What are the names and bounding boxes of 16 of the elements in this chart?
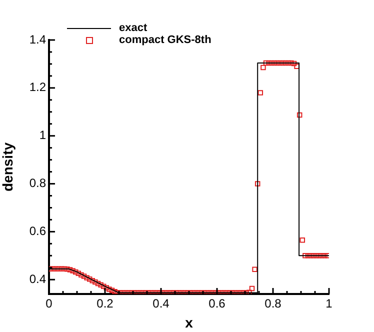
y-axis-title: density [0, 142, 16, 192]
x-tick-label: 0.8 [264, 296, 282, 311]
x-tick-label: 0 [46, 296, 53, 311]
x-tick-label: 0.4 [152, 296, 170, 311]
y-tick-label: 0.4 [29, 272, 46, 286]
x-axis-title: x [185, 314, 194, 330]
legend-label: compact GKS-8th [119, 34, 212, 46]
y-tick-label: 1 [39, 128, 46, 142]
y-tick-label: 1.2 [29, 80, 46, 94]
x-tick-label: 0.2 [96, 296, 114, 311]
y-tick-label: 0.8 [29, 176, 46, 190]
legend-label: exact [119, 22, 148, 34]
x-tick-label: 0.6 [208, 296, 226, 311]
y-tick-label: 1.4 [29, 32, 46, 46]
x-tick-label: 1 [326, 296, 333, 311]
y-tick-label: 0.6 [29, 224, 46, 238]
